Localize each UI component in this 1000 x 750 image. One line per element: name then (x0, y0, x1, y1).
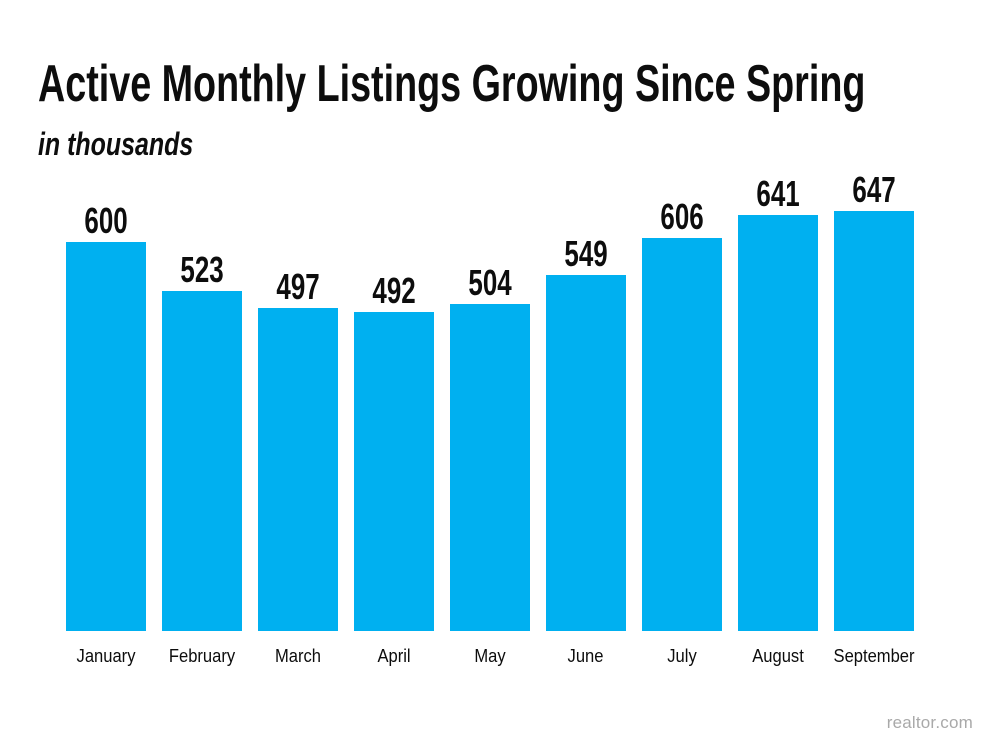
x-axis-label: August (752, 646, 804, 666)
bar-group: 647 September (826, 155, 922, 667)
bar (450, 304, 530, 631)
bar-value-label: 523 (180, 249, 224, 291)
bar-group: 549 June (538, 155, 634, 667)
bar-group: 600 January (58, 155, 154, 667)
chart-subtitle: in thousands (38, 126, 194, 162)
bar-value-label: 606 (660, 196, 704, 238)
bar (162, 291, 242, 631)
bar-value-label: 641 (756, 173, 800, 215)
bar-group: 497 March (250, 155, 346, 667)
bar-group: 606 July (634, 155, 730, 667)
bar-value-label: 647 (852, 169, 896, 211)
bar-value-label: 600 (84, 200, 128, 242)
x-axis-label: September (833, 646, 915, 666)
bar (354, 312, 434, 631)
bar-group: 504 May (442, 155, 538, 667)
x-axis-label: February (168, 646, 236, 666)
bar-value-label: 497 (276, 266, 320, 308)
bar-value-label: 549 (564, 233, 608, 275)
x-axis-label: March (274, 646, 321, 666)
bar (834, 211, 914, 631)
bar (66, 242, 146, 631)
bar (546, 275, 626, 631)
x-axis-label: June (568, 646, 604, 666)
x-axis-label: April (377, 646, 411, 666)
chart-title: Active Monthly Listings Growing Since Sp… (38, 55, 866, 113)
bar-group: 641 August (730, 155, 826, 667)
attribution-watermark: realtor.com (886, 713, 973, 732)
bar (258, 308, 338, 631)
bar (642, 238, 722, 631)
x-axis-label: July (667, 646, 697, 666)
bar-group: 492 April (346, 155, 442, 667)
x-axis-label: May (474, 646, 506, 666)
bar (738, 215, 818, 631)
x-axis-label: January (76, 646, 136, 666)
bar-chart: 600 January 523 February 497 March 492 April 504… (58, 155, 922, 667)
bar-value-label: 504 (468, 262, 512, 304)
bar-value-label: 492 (372, 270, 416, 312)
bar-group: 523 February (154, 155, 250, 667)
